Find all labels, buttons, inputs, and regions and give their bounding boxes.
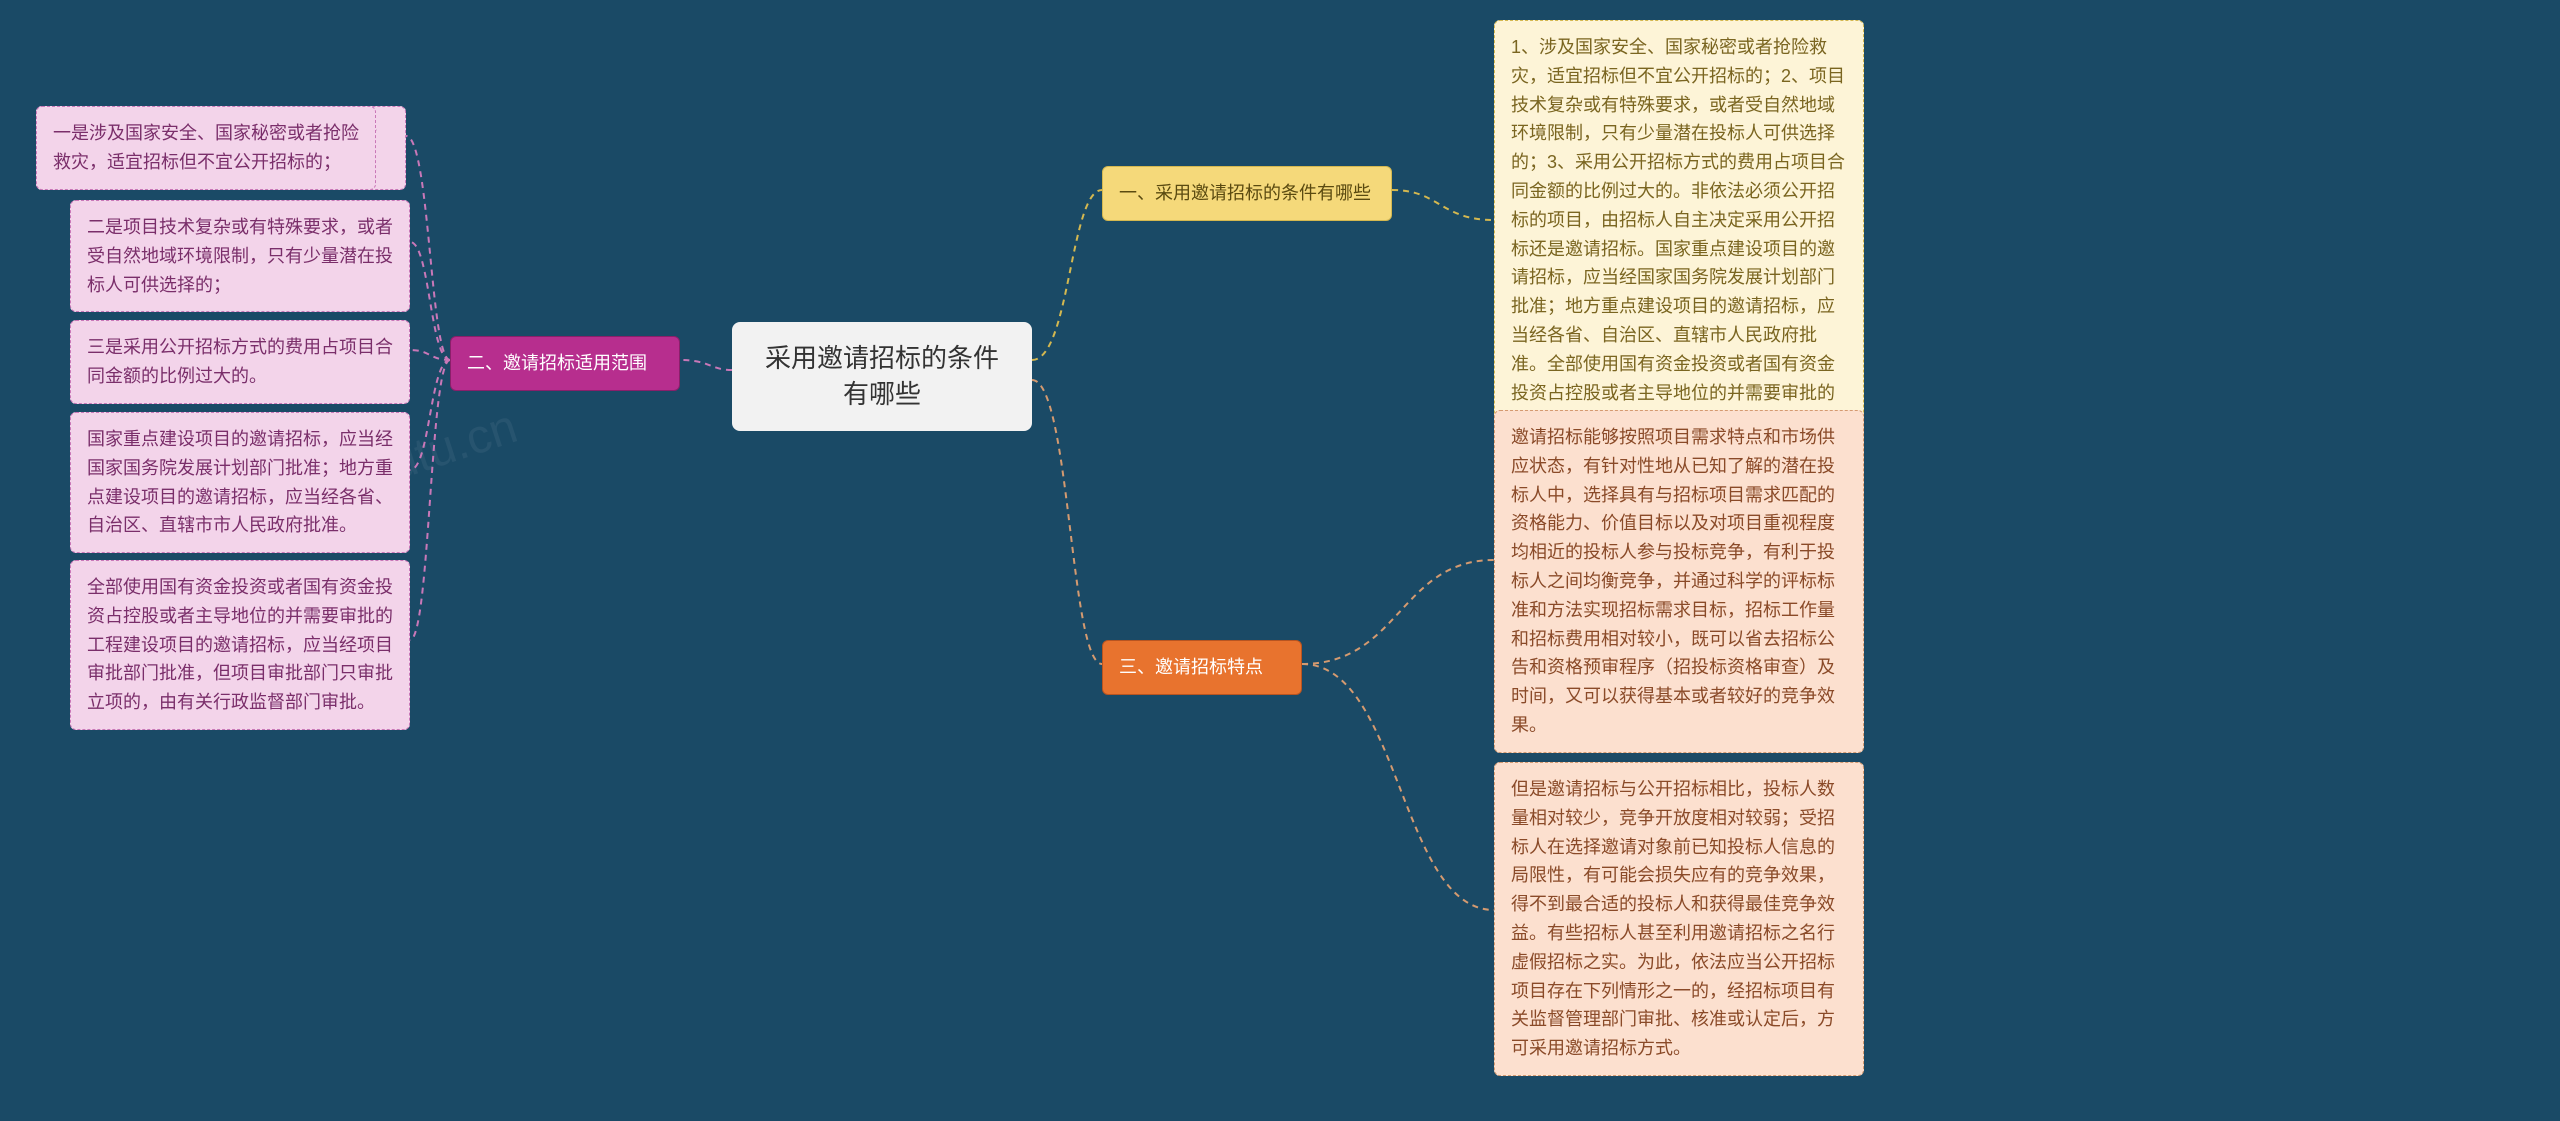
branch2-subleaf: 一是涉及国家安全、国家秘密或者抢险救灾，适宜招标但不宜公开招标的； xyxy=(36,106,376,190)
center-node: 采用邀请招标的条件有哪些 xyxy=(732,322,1032,431)
branch2-leaf-2: 三是采用公开招标方式的费用占项目合同金额的比例过大的。 xyxy=(70,320,410,404)
branch3-leaf-1: 但是邀请招标与公开招标相比，投标人数量相对较少，竞争开放度相对较弱；受招标人在选… xyxy=(1494,762,1864,1076)
branch3-main: 三、邀请招标特点 xyxy=(1102,640,1302,695)
branch3-leaf-0: 邀请招标能够按照项目需求特点和市场供应状态，有针对性地从已知了解的潜在投标人中，… xyxy=(1494,410,1864,753)
branch2-main: 二、邀请招标适用范围 xyxy=(450,336,680,391)
branch2-leaf-4: 全部使用国有资金投资或者国有资金投资占控股或者主导地位的并需要审批的工程建设项目… xyxy=(70,560,410,730)
branch2-leaf-3: 国家重点建设项目的邀请招标，应当经国家国务院发展计划部门批准；地方重点建设项目的… xyxy=(70,412,410,553)
branch2-leaf-1: 二是项目技术复杂或有特殊要求，或者受自然地域环境限制，只有少量潜在投标人可供选择… xyxy=(70,200,410,312)
branch1-main: 一、采用邀请招标的条件有哪些 xyxy=(1102,166,1392,221)
